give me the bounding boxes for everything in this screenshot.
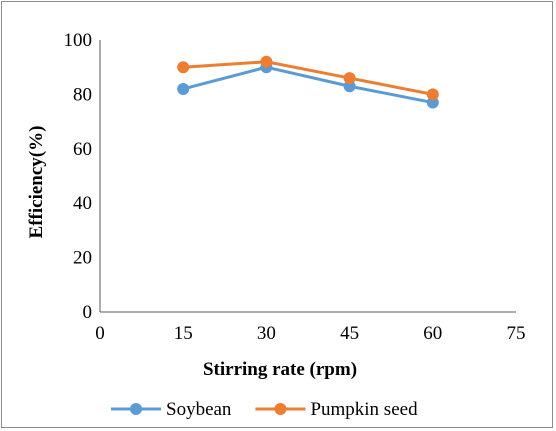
series-line-soybean (182, 65, 434, 105)
legend: Soybean Pumpkin seed (111, 399, 418, 420)
y-tick-label: 60 (73, 139, 92, 160)
data-point-pumpkin-seed (260, 55, 273, 68)
x-tick-label: 45 (340, 323, 359, 344)
y-tick-label: 100 (64, 30, 93, 51)
y-tick-label: 20 (73, 248, 92, 269)
x-tick-label: 15 (174, 323, 193, 344)
legend-label-soybean: Soybean (166, 399, 232, 420)
series-layer (177, 55, 439, 109)
legend-marker-soybean (130, 403, 142, 415)
series-pumpkin-seed (177, 55, 439, 101)
x-tick-label: 75 (507, 323, 526, 344)
legend-marker-pumpkin-seed (274, 403, 287, 415)
data-point-soybean (177, 82, 190, 95)
x-axis-title: Stirring rate (rpm) (203, 359, 357, 380)
x-tick-labels: 0 15 30 45 60 75 (95, 323, 525, 344)
x-tick-label: 60 (423, 323, 442, 344)
data-point-pumpkin-seed (177, 61, 190, 74)
series-soybean (177, 61, 439, 109)
legend-label-pumpkin-seed: Pumpkin seed (310, 399, 418, 420)
series-line-pumpkin-seed (183, 60, 434, 96)
y-tick-label: 0 (83, 302, 93, 323)
y-axis-title: Efficiency(%) (26, 126, 47, 239)
legend-item-soybean: Soybean (111, 399, 232, 420)
axes (99, 40, 516, 313)
legend-item-pumpkin-seed: Pumpkin seed (255, 399, 418, 420)
x-tick-label: 0 (95, 323, 105, 344)
y-tick-labels: 0 20 40 60 80 100 (64, 30, 93, 323)
data-point-pumpkin-seed (426, 88, 439, 101)
y-tick-label: 40 (73, 193, 92, 214)
data-point-pumpkin-seed (343, 72, 356, 85)
x-tick-label: 30 (257, 323, 276, 344)
y-tick-label: 80 (73, 84, 92, 105)
